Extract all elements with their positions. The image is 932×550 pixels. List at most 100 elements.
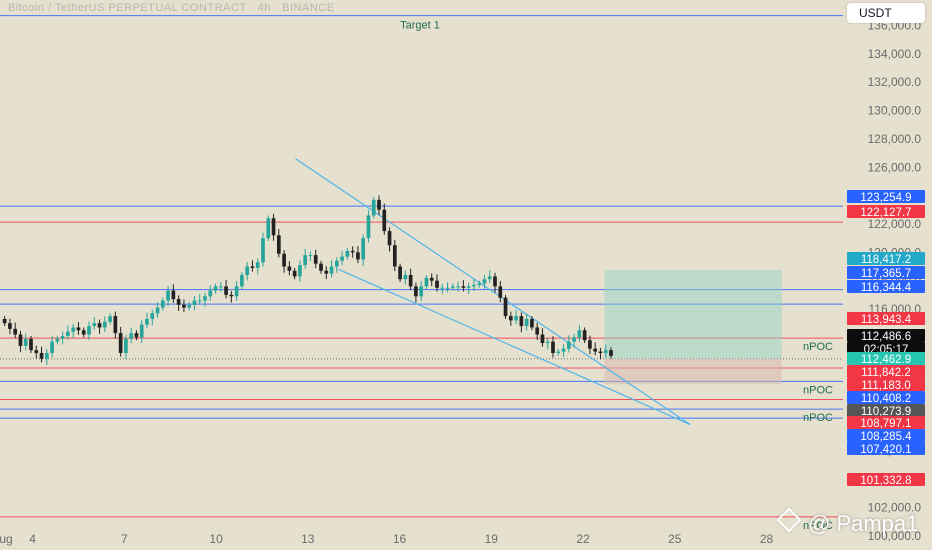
candle-body [519,316,524,327]
logo-icon [776,507,802,533]
candle-body [487,276,492,280]
candle-body [435,280,439,288]
candle-body [282,253,286,267]
price-badge [847,280,925,293]
candle-body [303,255,308,266]
price-badge [847,429,925,442]
price-badge [847,352,925,365]
candle-body [287,266,292,271]
candle-body [588,340,592,349]
candle-body [245,266,250,275]
candle-body [124,338,128,353]
candle-body [598,351,603,353]
candle-body [50,341,54,353]
watermark-text: @ Pampa1 [808,511,919,536]
candle-body [366,215,371,239]
x-tick-label: 22 [576,532,590,546]
candle-body [593,348,598,352]
candle-body [514,316,518,321]
x-tick-label: Aug [0,532,13,546]
candle-body [39,352,44,359]
price-badge [847,404,925,417]
level-labels: Target 1 nPOC nPOC nPOC nPOC [400,20,833,532]
candle-body [213,286,218,291]
candle-body [329,266,334,274]
candle-body [419,286,424,297]
candle-body [29,338,33,351]
price-badge-text: 112,486.6 [861,331,911,343]
candle-body [271,218,276,236]
candle-body [44,352,49,359]
x-tick-label: 13 [301,532,315,546]
candle-body [377,199,381,210]
y-tick-label: 100,000.0 [868,529,922,543]
candle-body [324,270,329,274]
currency-button[interactable]: USDT [847,3,925,23]
time-axis[interactable]: Aug 4 7 10 13 16 19 22 25 28 [0,532,774,546]
price-badge-text: 116,344.4 [861,282,912,294]
candle-body [113,316,118,334]
candle-body [498,286,503,298]
price-badge [847,205,925,218]
level-label: nPOC [803,412,833,424]
candle-body [81,330,86,335]
price-badge [847,266,925,279]
stop-zone [604,358,782,385]
price-badge-text: 107,420.1 [860,444,911,456]
candle-body [145,318,149,325]
candle-body [208,290,213,297]
candle-body [482,279,487,284]
x-tick-label: 25 [668,532,682,546]
candle-body [503,297,508,317]
candle-body [60,335,65,339]
candle-body [2,318,7,324]
y-tick-label: 130,000.0 [868,104,922,118]
candle-body [313,255,318,264]
candle-body [229,294,234,297]
candle-body [429,277,434,281]
candle-body [292,270,297,277]
candle-body [155,307,160,314]
candle-body [477,283,482,285]
level-label: nPOC [803,341,833,353]
candle-body [166,290,170,301]
price-badge-text: 118,417.2 [861,254,911,266]
candle-body [218,286,223,288]
y-tick-label: 132,000.0 [868,75,922,89]
watermark: @ Pampa1 [776,507,919,537]
candle-body [23,338,28,346]
candle-body [182,304,186,308]
y-tick-label: 134,000.0 [868,47,922,61]
candle-body [160,300,165,308]
price-badge-text: 110,408.2 [861,393,911,405]
y-tick-label: 128,000.0 [868,132,922,146]
candle-body [55,338,60,342]
candle-body [445,287,450,289]
candle-body [472,284,476,287]
symbol-title: Bitcoin / TetherUS PERPETUAL CONTRACT · … [8,2,335,14]
candle-body [530,318,534,328]
price-badge [847,312,925,325]
y-tick-label: 102,000.0 [868,500,922,514]
price-badge-text: 111,842.2 [861,367,910,379]
x-tick-label: 28 [760,532,774,546]
price-badge-text: 110,273.9 [861,406,911,418]
candle-body [134,333,139,338]
candle-body [572,337,576,342]
price-badge-text: 117,365.7 [861,268,911,280]
candle-body [382,209,387,232]
price-badge [847,391,925,404]
candle-body [261,238,265,263]
level-label: nPOC [803,384,833,396]
candle-body [76,327,81,331]
wedge-lower-line [338,268,691,426]
price-badge [847,190,925,203]
candle-body [493,276,497,287]
candle-body [108,316,112,322]
candle-body [361,238,366,260]
price-badge [847,342,925,355]
price-badge [847,365,925,378]
candles [2,195,613,365]
